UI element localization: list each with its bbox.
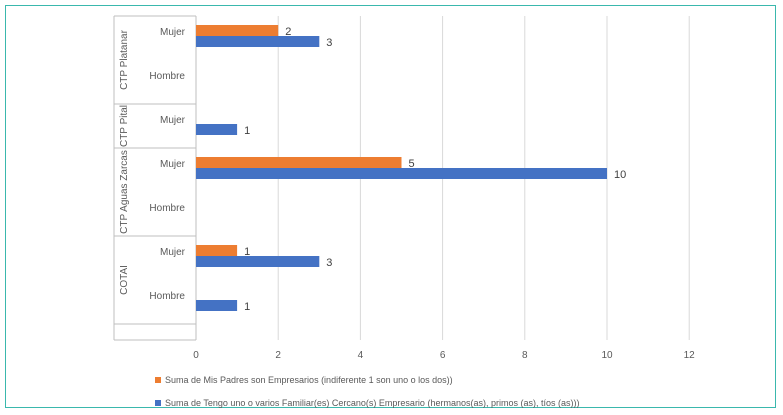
legend-label-series-2: Suma de Tengo uno o varios Familiar(es) … bbox=[165, 398, 580, 408]
x-tick-label: 8 bbox=[522, 350, 528, 361]
x-tick-label: 10 bbox=[601, 350, 613, 361]
row-label: Mujer bbox=[160, 115, 186, 126]
data-label: 1 bbox=[244, 125, 250, 137]
row-label: Hombre bbox=[149, 291, 185, 302]
row-label: Hombre bbox=[149, 71, 185, 82]
group-label: CTP Aguas Zarcas bbox=[119, 150, 130, 234]
bar bbox=[196, 36, 320, 47]
bar bbox=[196, 256, 320, 267]
data-label: 1 bbox=[244, 246, 250, 258]
bar bbox=[196, 124, 238, 135]
row-label: Hombre bbox=[149, 203, 185, 214]
group-label: CTP Platanar bbox=[119, 29, 130, 90]
bar bbox=[196, 300, 238, 311]
x-tick-label: 2 bbox=[275, 350, 281, 361]
data-label: 3 bbox=[326, 257, 332, 269]
data-label: 5 bbox=[409, 158, 415, 170]
data-label: 2 bbox=[285, 26, 291, 38]
chart-frame bbox=[5, 5, 776, 408]
bar bbox=[196, 157, 402, 168]
legend-item-series-2: Suma de Tengo uno o varios Familiar(es) … bbox=[155, 395, 579, 411]
data-label: 1 bbox=[244, 301, 250, 313]
group-label: CTP Pital bbox=[119, 105, 130, 147]
data-label: 3 bbox=[326, 37, 332, 49]
bar bbox=[196, 245, 238, 256]
legend-swatch-series-1 bbox=[155, 377, 161, 383]
row-label: Mujer bbox=[160, 27, 186, 38]
bar bbox=[196, 25, 279, 36]
x-tick-label: 6 bbox=[440, 350, 446, 361]
x-tick-label: 4 bbox=[358, 350, 364, 361]
row-label: Mujer bbox=[160, 159, 186, 170]
x-tick-label: 12 bbox=[684, 350, 696, 361]
row-label: Mujer bbox=[160, 247, 186, 258]
legend-item-series-1: Suma de Mis Padres son Empresarios (indi… bbox=[155, 372, 453, 388]
data-label: 10 bbox=[614, 169, 626, 181]
legend-label-series-1: Suma de Mis Padres son Empresarios (indi… bbox=[165, 375, 453, 385]
x-tick-label: 0 bbox=[193, 350, 199, 361]
bar bbox=[196, 168, 607, 179]
group-label: COTAI bbox=[119, 265, 130, 295]
legend-swatch-series-2 bbox=[155, 400, 161, 406]
